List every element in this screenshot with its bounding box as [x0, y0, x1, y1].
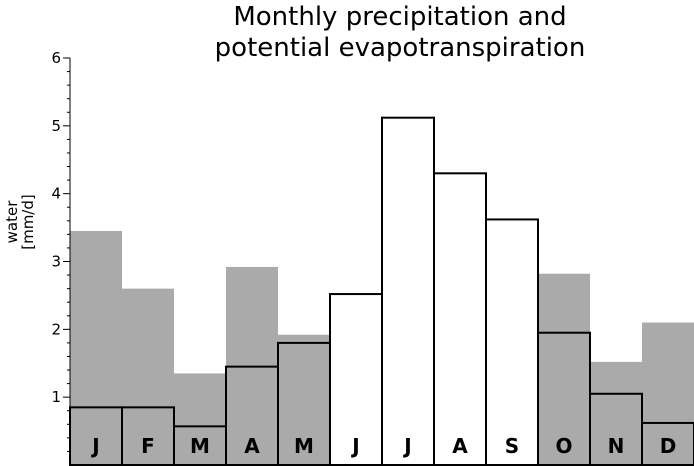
month-label-8: A: [452, 434, 468, 458]
y-tick-label-1: 1: [51, 388, 61, 406]
month-label-6: J: [350, 434, 359, 458]
month-label-11: N: [608, 434, 625, 458]
evapotranspiration-bar-7: [381, 116, 435, 466]
month-label-9: S: [505, 434, 519, 458]
month-label-4: A: [244, 434, 260, 458]
y-tick-label-3: 3: [51, 253, 61, 271]
evapotranspiration-bar-9: [485, 218, 539, 466]
chart-title-line-1: Monthly precipitation and: [233, 2, 567, 32]
precipitation-bar-11: [590, 361, 642, 465]
chart-title-line-2: potential evapotranspiration: [214, 33, 586, 63]
evapotranspiration-bar-6: [329, 293, 383, 466]
precipitation-bar-12: [642, 322, 694, 465]
evapotranspiration-bar-8: [433, 172, 487, 466]
y-tick-label-4: 4: [51, 185, 61, 203]
month-label-1: J: [90, 434, 99, 458]
month-label-10: O: [555, 434, 572, 458]
month-label-5: M: [294, 434, 314, 458]
precipitation-bar-2: [122, 288, 174, 465]
y-tick-label-6: 6: [51, 49, 61, 67]
precipitation-bar-10: [538, 273, 590, 465]
y-tick-label-2: 2: [51, 320, 61, 338]
precipitation-bar-3: [174, 373, 226, 465]
y-tick-label-5: 5: [51, 117, 61, 135]
month-label-3: M: [190, 434, 210, 458]
evapotranspiration-bar-12: [641, 421, 694, 466]
precipitation-bar-1: [70, 230, 122, 465]
month-label-7: J: [402, 434, 411, 458]
month-label-12: D: [660, 434, 677, 458]
month-label-2: F: [141, 434, 155, 458]
precipitation-bar-5: [278, 334, 330, 465]
